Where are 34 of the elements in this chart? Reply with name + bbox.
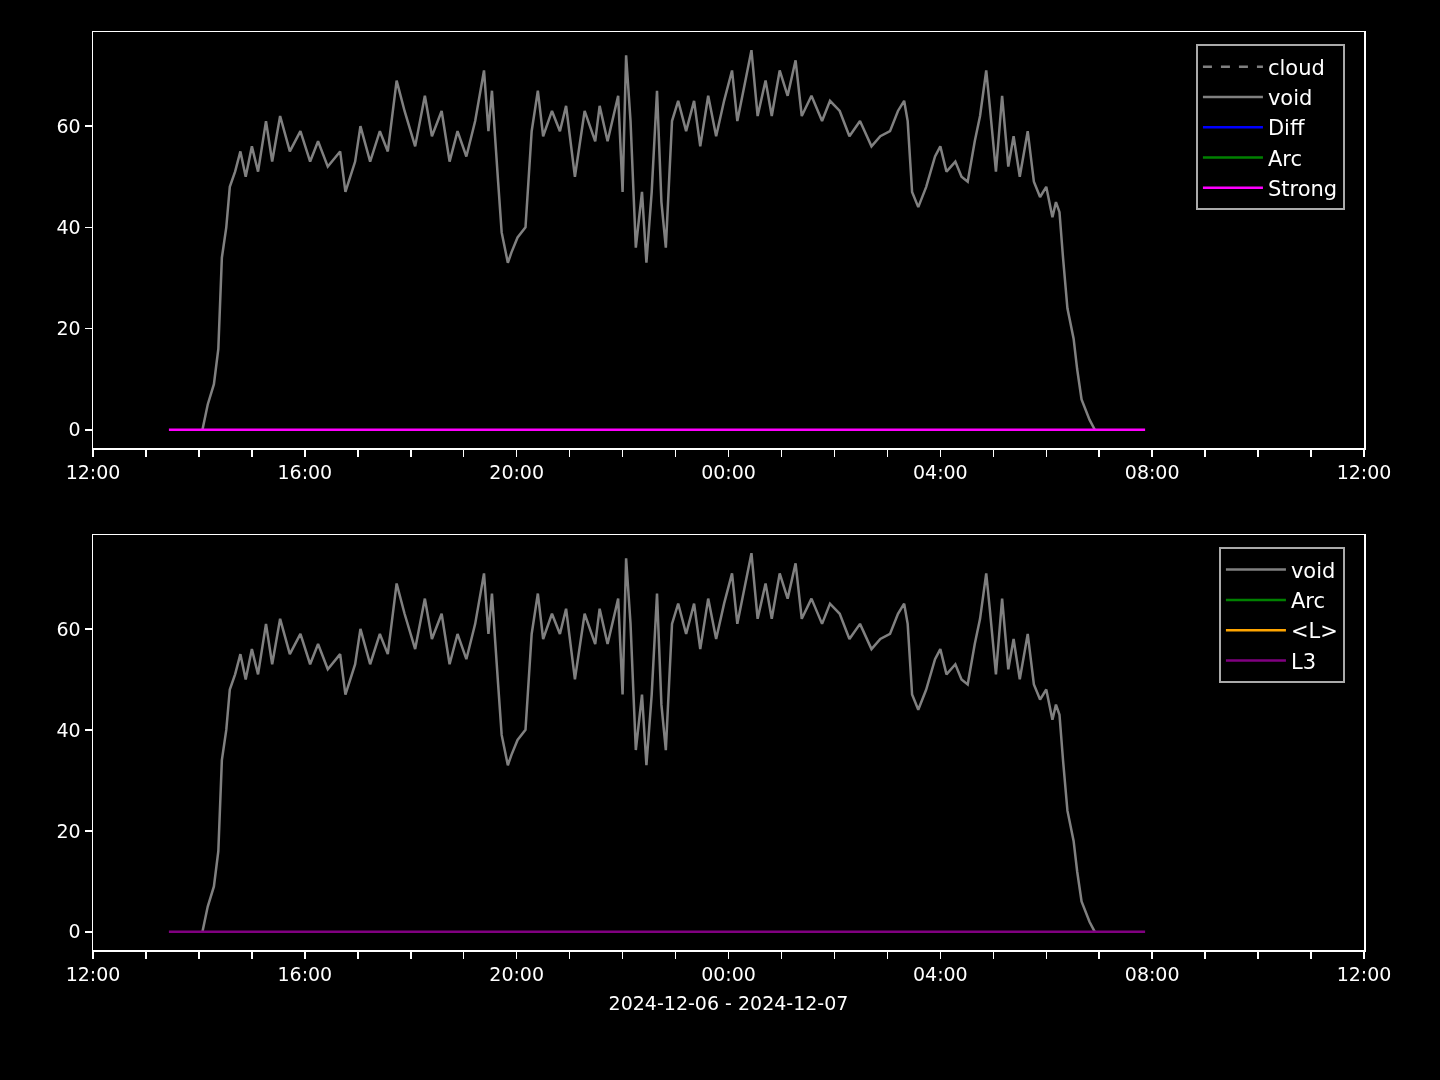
x-tick-label: 20:00 [489, 963, 545, 986]
legend-label: Arc [1267, 146, 1303, 171]
x-tick-label: 16:00 [277, 963, 333, 986]
y-tick-label: 20 [56, 317, 81, 340]
x-tick-label: 16:00 [277, 461, 333, 484]
x-axis-title: 2024-12-06 - 2024-12-07 [608, 991, 849, 1014]
y-tick-label: 60 [56, 114, 81, 137]
legend-label: void [1267, 86, 1313, 111]
x-tick-label: 12:00 [1336, 461, 1392, 484]
x-tick-label: 04:00 [912, 461, 968, 484]
x-tick-label: 04:00 [912, 963, 968, 986]
y-tick-label: 40 [56, 718, 81, 741]
y-tick-label: 20 [56, 819, 81, 842]
line-series [201, 551, 1097, 934]
x-tick-label: 20:00 [489, 461, 545, 484]
x-tick-label: 08:00 [1124, 963, 1180, 986]
x-tick-label: 12:00 [65, 461, 121, 484]
x-tick-label: 12:00 [65, 963, 121, 986]
x-tick-label: 00:00 [701, 461, 756, 484]
legend-label: <L> [1290, 619, 1338, 644]
legend-label: Diff [1267, 116, 1305, 141]
legend-label: Arc [1290, 589, 1326, 614]
x-tick-label: 00:00 [701, 963, 756, 986]
legend-label: void [1290, 558, 1336, 583]
y-tick-label: 60 [56, 617, 81, 640]
line-series [201, 48, 1097, 432]
y-tick-label: 0 [68, 920, 81, 943]
legend-label: Strong [1267, 177, 1338, 202]
legend-label: L3 [1290, 649, 1316, 674]
y-tick-label: 40 [56, 216, 81, 238]
x-tick-label: 08:00 [1124, 461, 1180, 484]
y-tick-label: 0 [68, 418, 81, 441]
x-tick-label: 12:00 [1336, 963, 1392, 986]
legend-label: cloud [1267, 55, 1325, 80]
